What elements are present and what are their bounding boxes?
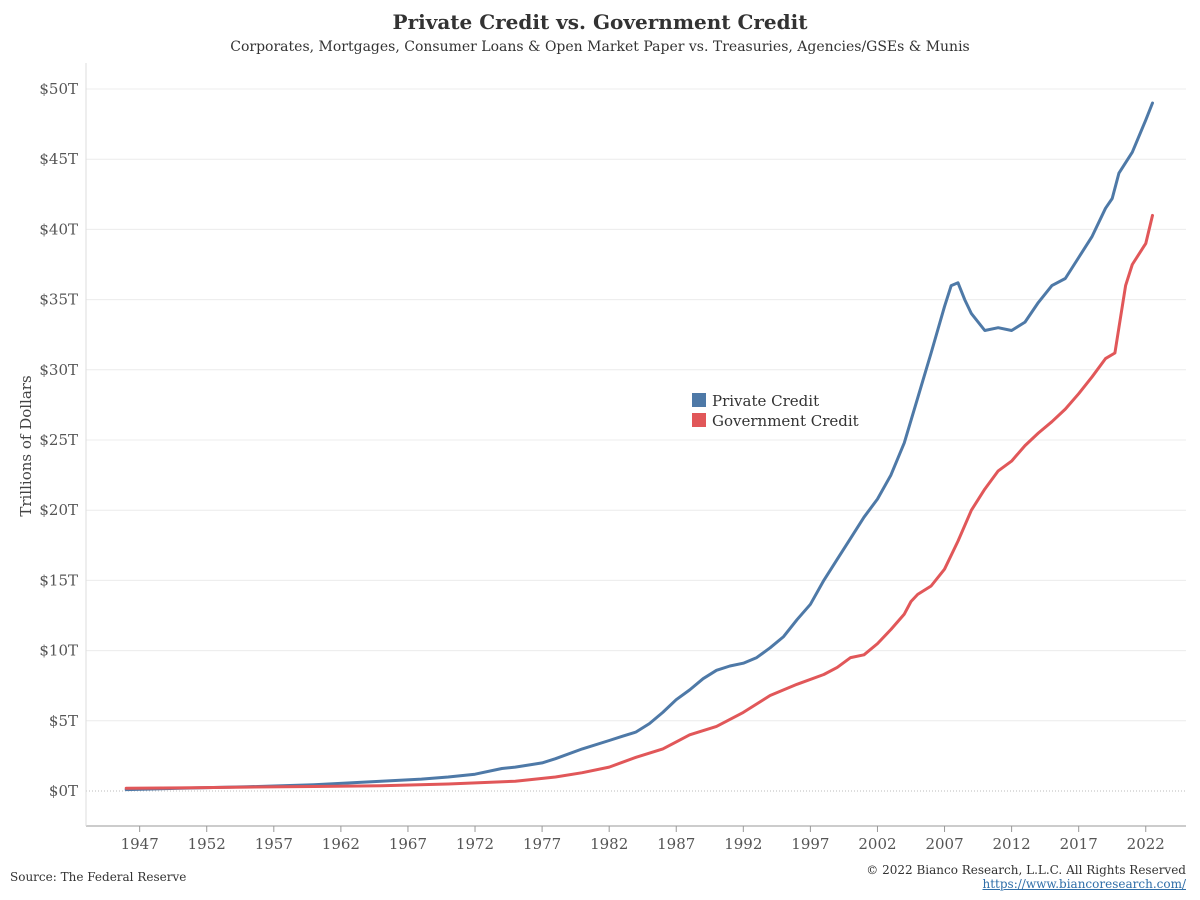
- y-tick-label: $40T: [39, 220, 78, 238]
- y-axis-ticks: $0T $5T $10T $15T $20T $25T $30T $35T $40T $45T $5…: [39, 80, 78, 800]
- x-tick-label: 1947: [121, 835, 159, 853]
- y-tick-label: $5T: [49, 712, 78, 730]
- x-tick-label: 1977: [523, 835, 561, 853]
- y-tick-label: $0T: [49, 782, 78, 800]
- copyright-note: © 2022 Bianco Research, L.L.C. All Right…: [866, 863, 1186, 877]
- legend-label-government: Government Credit: [712, 412, 859, 430]
- x-tick-label: 1982: [590, 835, 628, 853]
- x-tick-label: 1962: [322, 835, 360, 853]
- private-credit-line: [124, 101, 1154, 792]
- x-tick-label: 1967: [389, 835, 427, 853]
- chart-title: Private Credit vs. Government Credit: [392, 10, 808, 34]
- legend-label-private: Private Credit: [712, 392, 819, 410]
- x-tick-label: 2007: [925, 835, 963, 853]
- x-tick-label: 2002: [858, 835, 896, 853]
- website-link[interactable]: https://www.biancoresearch.com/: [982, 877, 1186, 891]
- government-credit-line: [124, 213, 1154, 790]
- y-tick-label: $25T: [39, 431, 78, 449]
- source-note: Source: The Federal Reserve: [10, 870, 187, 884]
- x-tick-label: 1957: [255, 835, 293, 853]
- x-tick-label: 2012: [993, 835, 1031, 853]
- y-tick-label: $15T: [39, 571, 78, 589]
- x-tick-label: 1997: [791, 835, 829, 853]
- x-tick-label: 1987: [657, 835, 695, 853]
- y-tick-label: $30T: [39, 361, 78, 379]
- y-tick-label: $35T: [39, 291, 78, 309]
- gridlines: [86, 88, 1186, 722]
- legend: Private Credit Government Credit: [692, 392, 859, 430]
- y-tick-label: $45T: [39, 150, 78, 168]
- legend-swatch-private: [692, 393, 706, 407]
- series-lines: [124, 101, 1154, 792]
- y-axis-title: Trillions of Dollars: [17, 375, 35, 516]
- x-tick-label: 1992: [724, 835, 762, 853]
- y-tick-label: $10T: [39, 642, 78, 660]
- x-axis-ticks: 1947 1952 1957 1962 1967 1972 1977 1982 1987 1992…: [121, 826, 1165, 853]
- chart-subtitle: Corporates, Mortgages, Consumer Loans & …: [230, 39, 970, 55]
- y-tick-label: $50T: [39, 80, 78, 98]
- x-tick-label: 1972: [456, 835, 494, 853]
- x-tick-label: 2017: [1060, 835, 1098, 853]
- y-tick-label: $20T: [39, 501, 78, 519]
- x-tick-label: 1952: [188, 835, 226, 853]
- x-tick-label: 2022: [1127, 835, 1165, 853]
- legend-swatch-government: [692, 413, 706, 427]
